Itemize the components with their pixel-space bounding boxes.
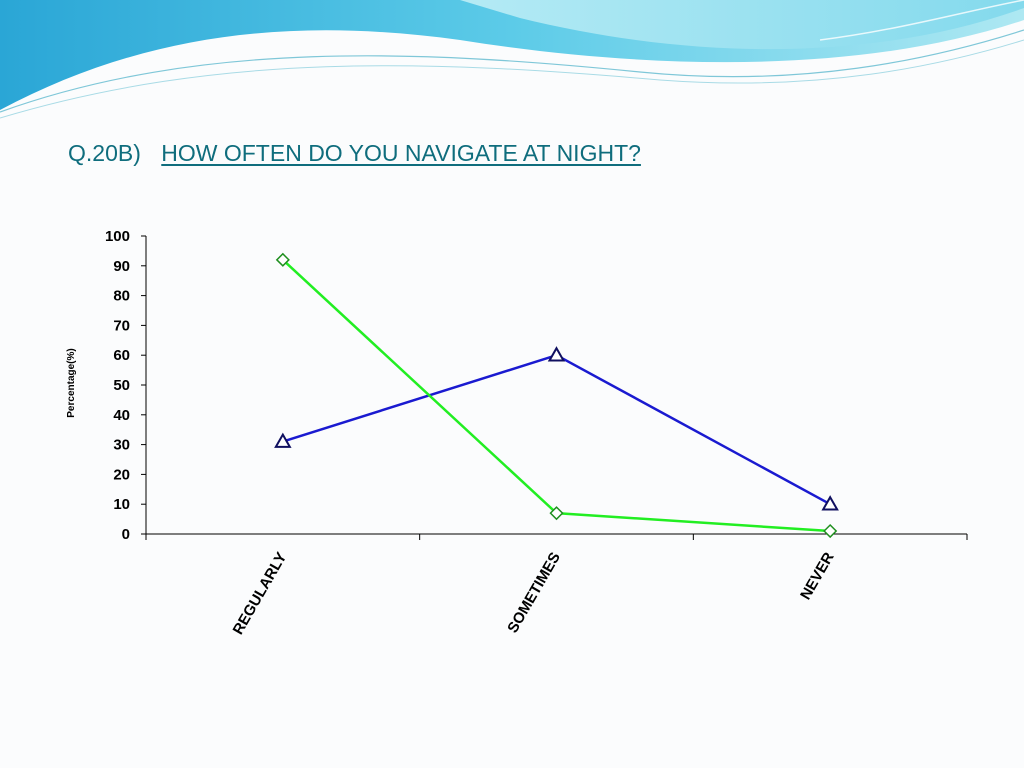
header-wave-decoration (0, 0, 1024, 119)
series-line (282, 353, 831, 506)
y-tick-label: 80 (113, 288, 130, 305)
question-number: Q.20B) (68, 140, 141, 166)
x-tick-label: SOMETIMES (504, 550, 564, 636)
data-point-diamond (823, 523, 838, 539)
data-point-triangle (547, 346, 566, 362)
y-tick-label: 30 (113, 437, 130, 454)
data-point-diamond (549, 506, 564, 521)
question-text: HOW OFTEN DO YOU NAVIGATE AT NIGHT? (161, 140, 641, 166)
y-axis-label: Percentage(%) (66, 348, 77, 417)
x-tick-label: REGULARLY (230, 550, 291, 638)
data-point-triangle (274, 432, 292, 448)
data-point-triangle (821, 495, 839, 511)
series-line (281, 258, 831, 533)
y-tick-label: 100 (105, 228, 130, 245)
slide-title: Q.20B) HOW OFTEN DO YOU NAVIGATE AT NIGH… (68, 140, 641, 167)
x-tick-label: NEVER (797, 549, 838, 602)
y-tick-label: 50 (113, 377, 130, 394)
data-point-diamond (275, 252, 290, 267)
y-tick-label: 0 (122, 526, 130, 543)
y-tick-label: 70 (113, 317, 130, 334)
y-tick-label: 10 (113, 496, 130, 513)
y-tick-label: 90 (113, 258, 130, 275)
y-tick-label: 20 (113, 466, 130, 483)
y-tick-label: 40 (113, 407, 130, 424)
y-tick-label: 60 (113, 347, 130, 364)
